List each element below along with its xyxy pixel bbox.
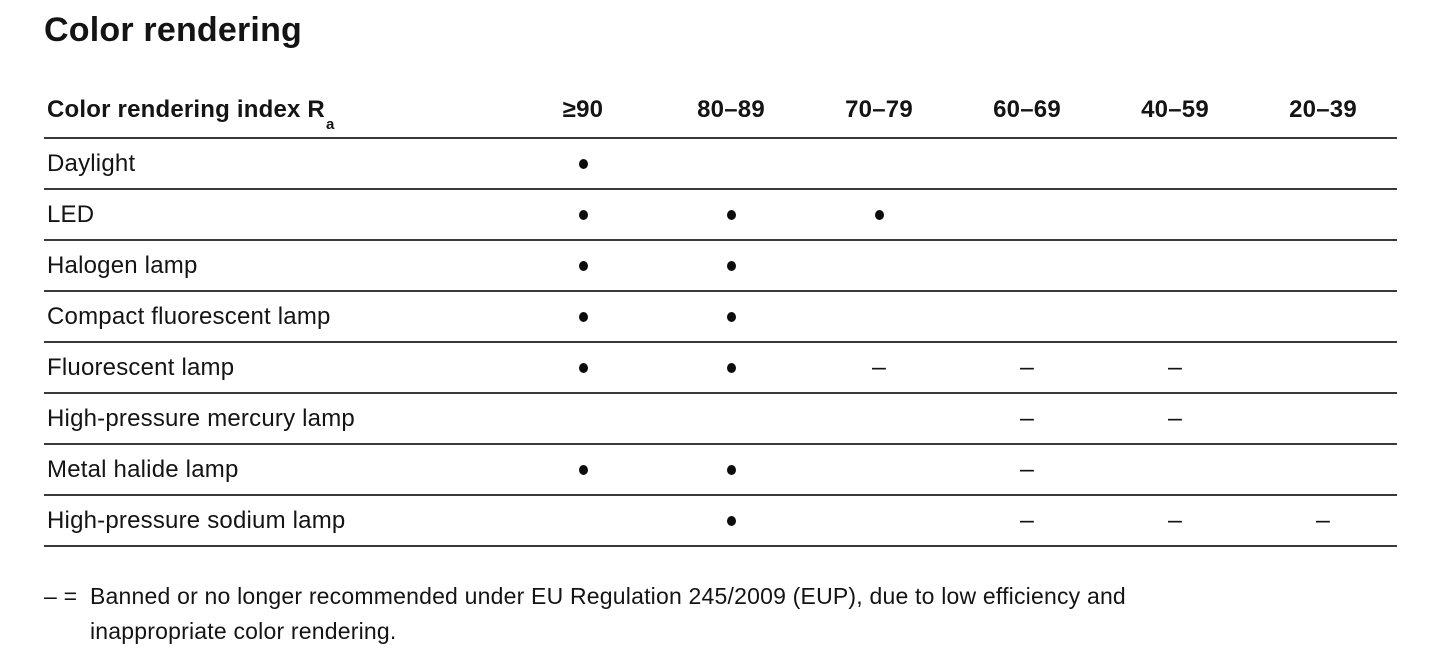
dash-cell: – bbox=[1167, 353, 1183, 381]
dash-cell: – bbox=[1019, 353, 1035, 381]
header-label-text: Color rendering index R bbox=[47, 96, 325, 123]
table-header-row: Color rendering index Ra ≥90 80–89 70–79 60… bbox=[44, 96, 1397, 139]
dot-cell bbox=[509, 201, 657, 229]
table-body: Daylight LED Halogen lamp Compact fluoresce… bbox=[44, 139, 1397, 547]
dot-marker-icon bbox=[578, 465, 588, 476]
dash-cell: – bbox=[1315, 506, 1331, 534]
dash-cell: – bbox=[871, 353, 887, 381]
dot-cell bbox=[509, 150, 657, 178]
table-row: Compact fluorescent lamp bbox=[44, 292, 1397, 343]
table-header-label: Color rendering index Ra bbox=[44, 96, 509, 132]
dot-cell bbox=[509, 456, 657, 484]
column-header: 40–59 bbox=[1141, 96, 1209, 123]
dot-cell bbox=[657, 201, 805, 229]
dot-marker-icon bbox=[578, 312, 588, 323]
dot-cell bbox=[657, 354, 805, 382]
color-rendering-table: Color rendering index Ra ≥90 80–89 70–79 60… bbox=[44, 96, 1397, 547]
column-header: 60–69 bbox=[993, 96, 1061, 123]
dot-cell bbox=[657, 303, 805, 331]
table-row: Fluorescent lamp – – – bbox=[44, 343, 1397, 394]
dot-cell bbox=[657, 456, 805, 484]
column-header: 80–89 bbox=[697, 96, 765, 123]
dot-marker-icon bbox=[726, 363, 736, 374]
header-label-subscript: a bbox=[325, 115, 335, 133]
dash-cell: – bbox=[1019, 404, 1035, 432]
table-row: High-pressure mercury lamp – – bbox=[44, 394, 1397, 445]
dot-marker-icon bbox=[578, 261, 588, 272]
column-header: 20–39 bbox=[1289, 96, 1357, 123]
dot-cell bbox=[509, 303, 657, 331]
dot-marker-icon bbox=[578, 210, 588, 221]
dot-marker-icon bbox=[578, 159, 588, 170]
row-label: Daylight bbox=[47, 149, 136, 177]
dot-marker-icon bbox=[726, 210, 736, 221]
dot-cell bbox=[657, 252, 805, 280]
row-label: High-pressure sodium lamp bbox=[47, 506, 346, 534]
row-label: LED bbox=[47, 200, 95, 228]
row-label: Compact fluorescent lamp bbox=[47, 302, 331, 330]
footnote-line-1: Banned or no longer recommended under EU… bbox=[90, 583, 1126, 609]
dot-marker-icon bbox=[726, 465, 736, 476]
footnote-text: Banned or no longer recommended under EU… bbox=[90, 579, 1126, 649]
table-row: Daylight bbox=[44, 139, 1397, 190]
dash-cell: – bbox=[1019, 506, 1035, 534]
footnote-marker: – = bbox=[44, 583, 78, 609]
dot-cell bbox=[805, 201, 953, 229]
dash-cell: – bbox=[1019, 455, 1035, 483]
column-header: 70–79 bbox=[845, 96, 913, 123]
page-title: Color rendering bbox=[44, 11, 303, 49]
dot-cell bbox=[509, 354, 657, 382]
row-label: High-pressure mercury lamp bbox=[47, 404, 355, 432]
row-label: Halogen lamp bbox=[47, 251, 198, 279]
dot-marker-icon bbox=[726, 261, 736, 272]
dot-marker-icon bbox=[578, 363, 588, 374]
table-row: Metal halide lamp – bbox=[44, 445, 1397, 496]
dot-marker-icon bbox=[726, 312, 736, 323]
dash-cell: – bbox=[1167, 506, 1183, 534]
row-label: Metal halide lamp bbox=[47, 455, 239, 483]
dash-cell: – bbox=[1167, 404, 1183, 432]
dot-cell bbox=[657, 507, 805, 535]
dot-cell bbox=[509, 252, 657, 280]
dot-marker-icon bbox=[874, 210, 884, 221]
table-row: LED bbox=[44, 190, 1397, 241]
footnote: – = Banned or no longer recommended unde… bbox=[44, 579, 1440, 649]
table-row: Halogen lamp bbox=[44, 241, 1397, 292]
table-row: High-pressure sodium lamp – – – bbox=[44, 496, 1397, 547]
row-label: Fluorescent lamp bbox=[47, 353, 235, 381]
column-header: ≥90 bbox=[562, 96, 604, 123]
dot-marker-icon bbox=[726, 516, 736, 527]
footnote-line-2: inappropriate color rendering. bbox=[90, 618, 397, 644]
